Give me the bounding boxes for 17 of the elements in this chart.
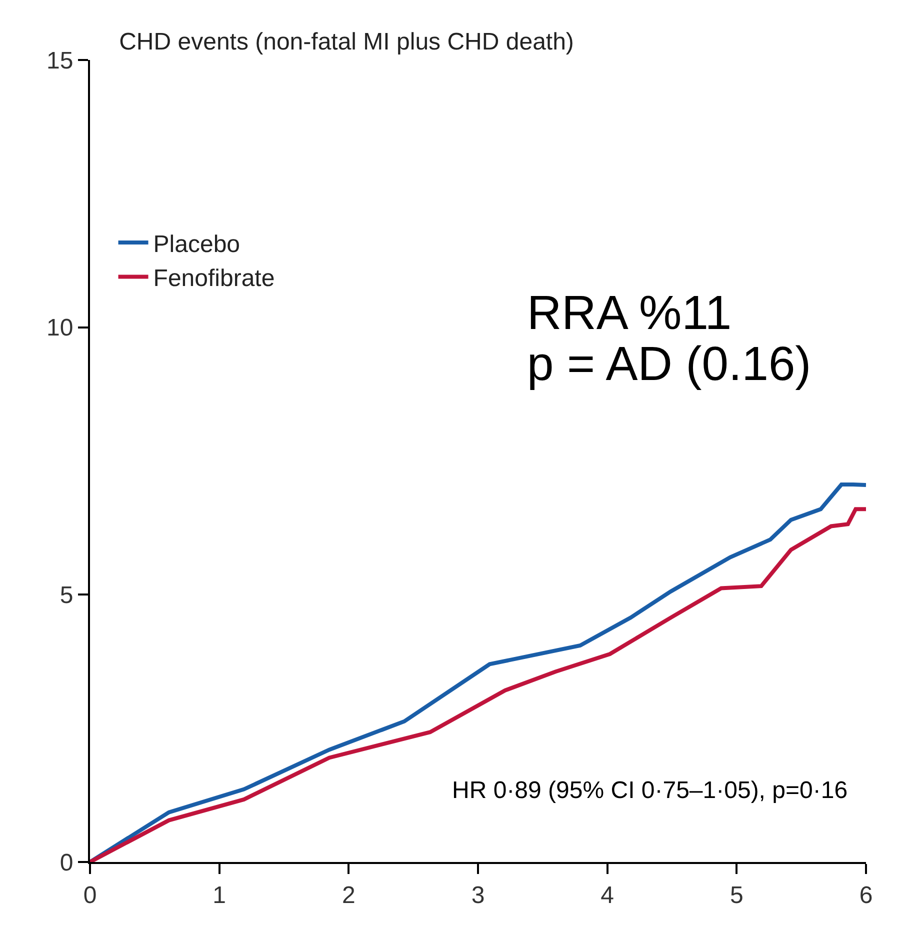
y-tick-label: 15 xyxy=(46,47,74,74)
annotation: p = AD (0.16) xyxy=(527,338,812,391)
y-tick-label: 10 xyxy=(46,314,74,342)
x-tick-label: 6 xyxy=(859,882,873,909)
x-tick-label: 1 xyxy=(212,882,226,909)
legend-label: Fenofibrate xyxy=(153,265,275,292)
annotation: HR 0·89 (95% CI 0·75–1·05), p=0·16 xyxy=(452,777,848,804)
chart-title: CHD events (non-fatal MI plus CHD death) xyxy=(119,28,574,56)
y-tick-label: 0 xyxy=(60,849,74,876)
x-tick-label: 3 xyxy=(471,882,485,909)
x-tick-label: 2 xyxy=(342,882,356,909)
x-tick-label: 5 xyxy=(730,882,744,909)
y-tick-label: 5 xyxy=(60,582,74,610)
x-tick-label: 4 xyxy=(600,882,614,909)
legend-label: Placebo xyxy=(153,230,240,258)
annotation: RRA %11 xyxy=(527,287,732,340)
x-tick-label: 0 xyxy=(83,882,97,909)
